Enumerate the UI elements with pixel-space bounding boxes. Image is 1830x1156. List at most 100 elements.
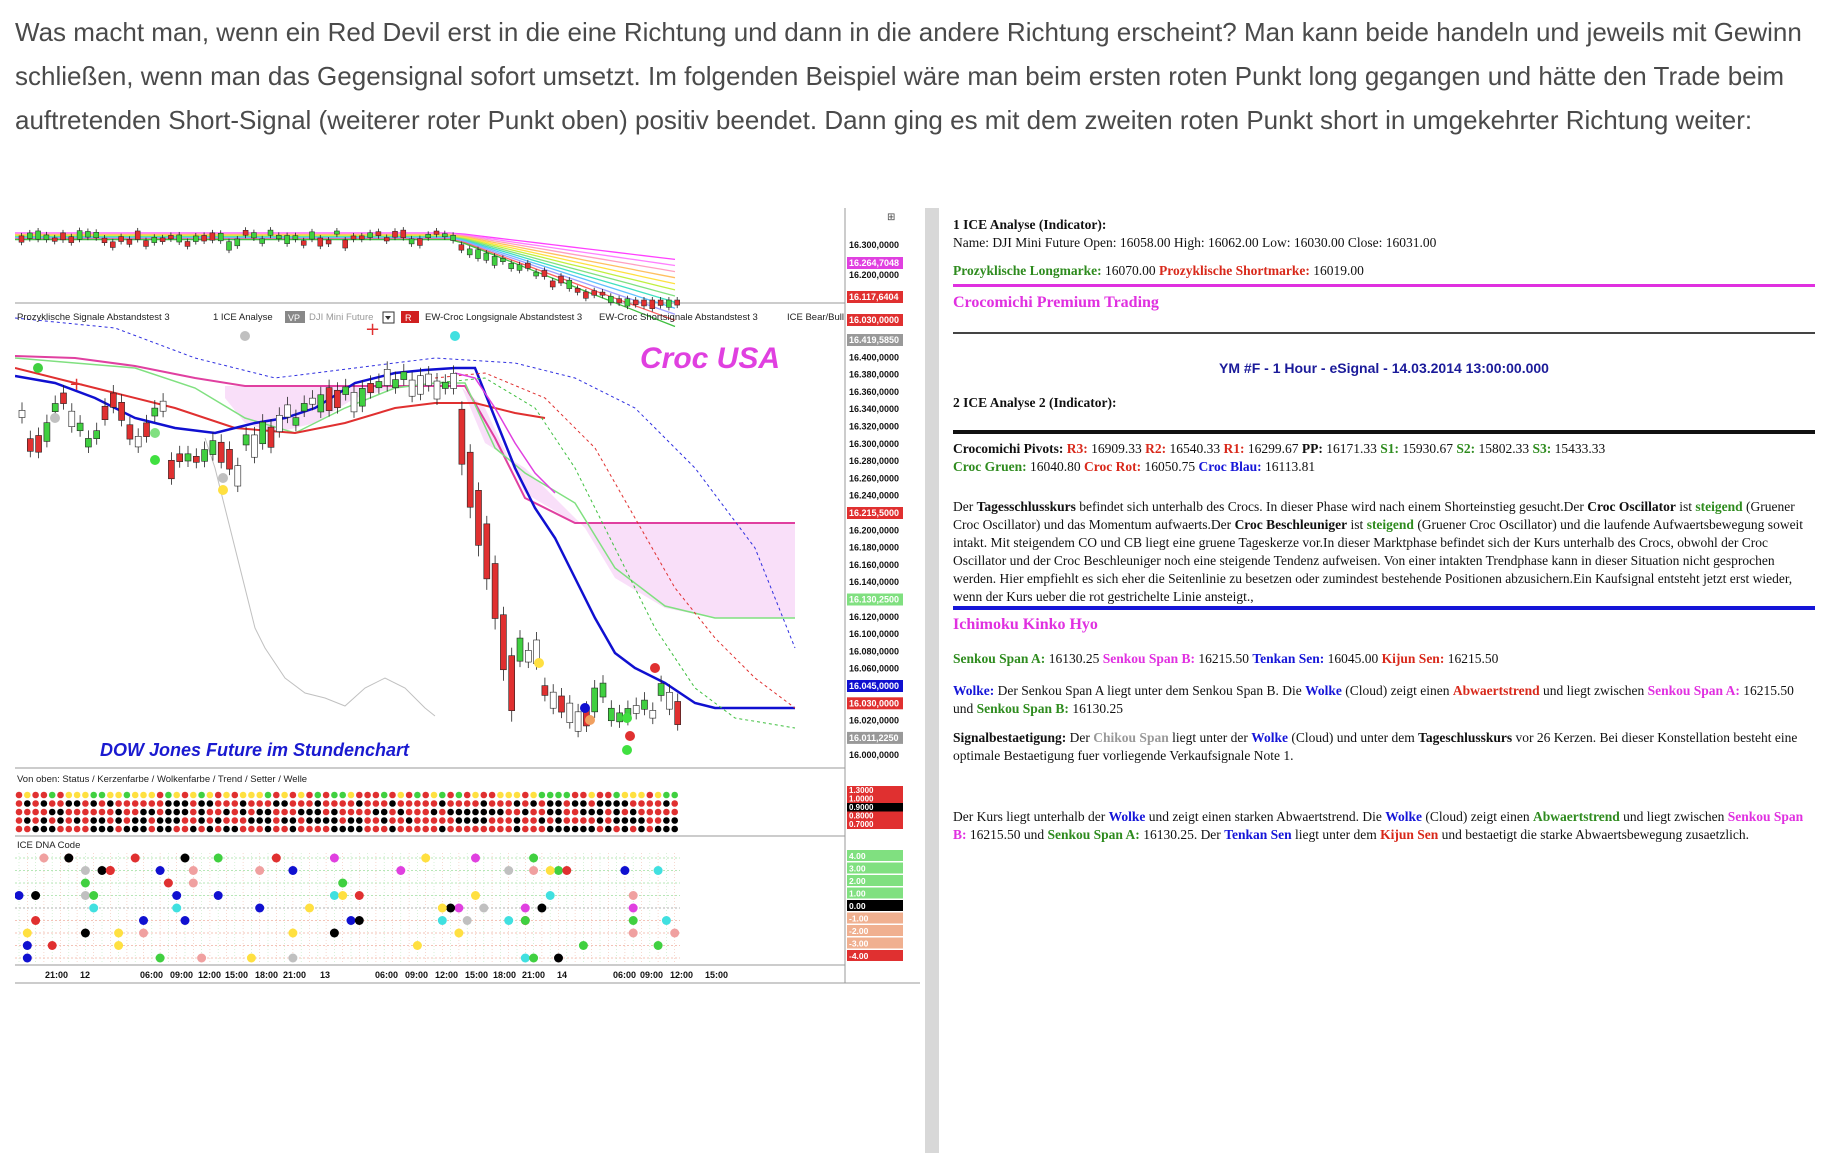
vp-label: VP <box>288 313 300 323</box>
candle-body <box>400 229 407 238</box>
status-dot <box>613 825 620 833</box>
status-dot <box>380 825 388 833</box>
status-dot <box>24 791 31 799</box>
status-dot <box>297 800 305 807</box>
short-mark-label: Prozyklische Shortmarke: <box>1159 263 1310 278</box>
toolbar-item-prozyklisch[interactable]: Prozyklische Signale Abstandstest 3 <box>17 312 170 323</box>
status-dot <box>497 791 504 799</box>
candle-body <box>466 451 474 508</box>
status-dot <box>538 825 546 833</box>
dna-dot <box>114 941 124 950</box>
status-dot <box>297 808 305 816</box>
candle-body <box>483 523 491 580</box>
symbol-label[interactable]: DJI Mini Future <box>309 312 373 323</box>
status-dot <box>430 791 438 799</box>
price-label: 16.011,2250 <box>849 733 899 743</box>
status-dot <box>90 800 97 807</box>
panel-separator[interactable] <box>925 208 939 1153</box>
candle-body <box>674 299 680 306</box>
status-dot <box>455 825 463 833</box>
dna-dot <box>437 903 447 913</box>
toolbar-item-longsignale[interactable]: EW-Croc Longsignale Abstandstest 3 <box>425 312 582 323</box>
status-dot <box>356 791 363 799</box>
status-dot <box>331 800 338 807</box>
plus-marker: + <box>365 319 380 340</box>
status-dot <box>596 800 604 807</box>
status-tag <box>847 820 903 829</box>
status-value: 0.9000 <box>849 803 874 812</box>
p1-f: steigend <box>1695 499 1743 514</box>
price-label: 16.380,0000 <box>849 370 899 380</box>
dna-dot <box>520 953 530 963</box>
dna-dot <box>97 866 107 875</box>
chart-header-title: YM #F - 1 Hour - eSignal - 14.03.2014 13… <box>1219 360 1549 376</box>
status-dot <box>422 808 430 816</box>
status-dot <box>397 791 405 799</box>
toolbar-item-ice[interactable]: 1 ICE Analyse <box>213 312 273 323</box>
status-dot <box>57 817 64 824</box>
status-dot <box>82 825 89 833</box>
time-label: 12:00 <box>670 970 693 980</box>
status-dot <box>281 808 288 816</box>
status-dot <box>538 808 546 816</box>
status-pane-label: Von oben: Status / Kerzenfarbe / Wolkenf… <box>17 774 307 785</box>
r1-label: R1: <box>1223 441 1245 456</box>
status-dot <box>107 800 114 807</box>
dna-dot <box>462 916 472 925</box>
status-dot <box>480 791 488 799</box>
dna-dot <box>172 903 182 913</box>
dna-value: 0.00 <box>849 901 866 911</box>
status-dot <box>414 791 421 799</box>
status-dot <box>289 817 297 824</box>
status-dot <box>422 817 430 824</box>
dna-dot <box>562 866 572 875</box>
toolbar-item-bearbull[interactable]: ICE Bear/Bull <box>787 312 844 323</box>
candle-body <box>533 271 539 277</box>
candle-body <box>599 682 607 698</box>
status-dot <box>206 808 214 816</box>
candle-body <box>317 394 325 413</box>
status-dot <box>223 825 230 833</box>
status-dot <box>513 791 521 799</box>
candle-body <box>325 239 332 245</box>
dna-dots <box>15 853 680 963</box>
corner-icon[interactable]: ⊞ <box>887 212 895 223</box>
signal-dot <box>625 731 635 741</box>
dna-dot <box>329 853 339 863</box>
status-dot <box>356 825 363 833</box>
candle-body <box>251 434 258 458</box>
status-dot <box>48 791 56 799</box>
vp-button[interactable] <box>285 311 305 323</box>
toolbar-item-shortsignale[interactable]: EW-Croc Shortsignale Abstandstest 3 <box>599 312 758 323</box>
price-label: 16.300,0000 <box>849 439 899 449</box>
k-l: Tenkan Sen <box>1224 827 1292 842</box>
r3-value: 16909.33 <box>1091 441 1142 456</box>
status-dot <box>364 808 371 816</box>
status-dot <box>397 825 405 833</box>
status-dot <box>546 817 554 824</box>
dna-value: -1.00 <box>849 914 869 924</box>
status-dot <box>596 808 604 816</box>
status-dot <box>356 800 363 807</box>
dna-dot <box>22 941 32 950</box>
candle-body <box>383 237 390 242</box>
status-dot <box>107 791 114 799</box>
rv-button[interactable] <box>401 311 419 323</box>
status-dot <box>646 825 654 833</box>
status-dot <box>32 800 39 807</box>
dna-dot <box>653 941 663 950</box>
status-dot <box>488 825 496 833</box>
k-o: und bestaetigt die starke Abwaertsbewegu… <box>1438 827 1750 842</box>
candle-body <box>508 263 514 269</box>
price-label: 16.000,0000 <box>849 750 899 760</box>
status-dot <box>190 825 197 833</box>
status-dot <box>206 817 214 824</box>
status-dot <box>40 808 48 816</box>
status-dot <box>306 817 313 824</box>
status-dot <box>571 800 579 807</box>
candle-body <box>458 244 465 251</box>
dna-dot <box>520 916 530 925</box>
k-g: und liegt zwischen <box>1619 809 1728 824</box>
pp-label: PP: <box>1301 441 1323 456</box>
status-dot <box>339 800 347 807</box>
